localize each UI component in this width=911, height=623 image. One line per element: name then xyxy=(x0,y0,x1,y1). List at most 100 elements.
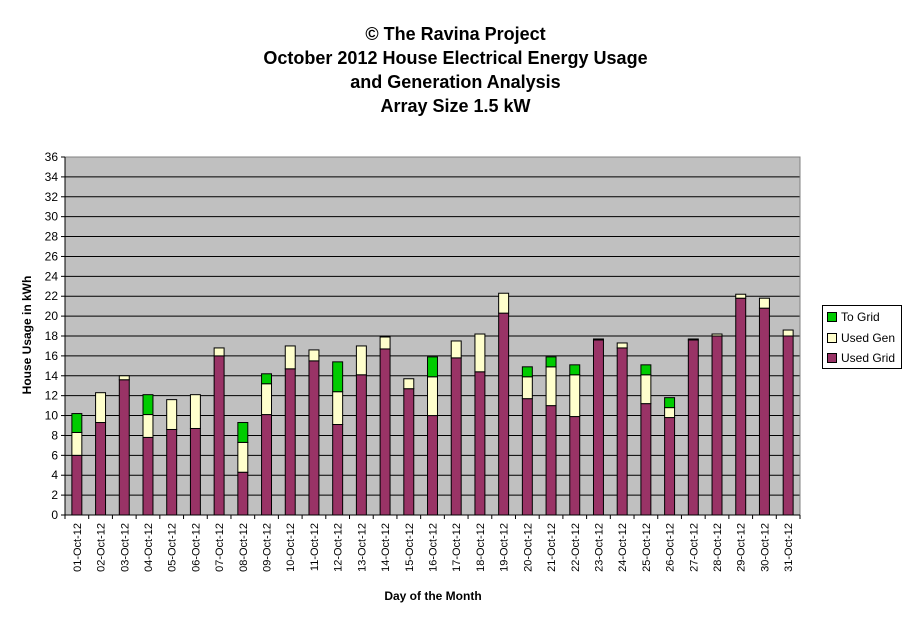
bar-used-grid xyxy=(213,355,225,516)
bar-used-gen xyxy=(640,374,652,405)
bar-used-grid xyxy=(521,398,533,516)
bar-used-grid xyxy=(687,339,699,516)
bar-used-grid xyxy=(403,388,415,516)
y-tick-label: 18 xyxy=(45,329,59,343)
x-tick-label: 14-Oct-12 xyxy=(380,523,392,572)
legend-swatch-used-gen xyxy=(827,333,837,343)
x-tick-label: 07-Oct-12 xyxy=(214,523,226,572)
bar-used-grid xyxy=(237,471,249,516)
bar-to-grid xyxy=(427,356,438,378)
bar-used-grid xyxy=(332,424,344,516)
bar-used-gen xyxy=(450,340,462,359)
x-tick-label: 17-Oct-12 xyxy=(451,523,463,572)
chart-legend: To Grid Used Gen Used Grid xyxy=(822,305,902,369)
x-tick-label: 09-Oct-12 xyxy=(262,523,274,572)
bar-used-gen xyxy=(118,375,130,381)
bar-used-grid xyxy=(166,428,178,516)
bar-used-gen xyxy=(261,383,273,416)
bar-to-grid xyxy=(71,413,83,433)
x-tick-label: 28-Oct-12 xyxy=(712,523,724,572)
y-tick-label: 28 xyxy=(45,230,59,244)
y-tick-label: 16 xyxy=(45,349,59,363)
bar-used-grid xyxy=(71,454,83,516)
bar-used-grid xyxy=(118,379,130,516)
bar-used-gen xyxy=(379,336,391,350)
x-tick-label: 31-Oct-12 xyxy=(783,523,795,572)
x-tick-label: 26-Oct-12 xyxy=(665,523,677,572)
bar-used-grid xyxy=(545,405,557,516)
legend-swatch-used-grid xyxy=(827,353,837,363)
x-tick-label: 15-Oct-12 xyxy=(404,523,416,572)
y-tick-label: 26 xyxy=(45,249,59,263)
bar-used-grid xyxy=(189,427,201,516)
x-tick-label: 06-Oct-12 xyxy=(190,523,202,572)
bar-used-gen xyxy=(71,431,83,456)
y-tick-label: 4 xyxy=(51,468,58,482)
bar-used-grid xyxy=(711,335,723,516)
bar-to-grid xyxy=(664,397,676,409)
bar-used-grid xyxy=(640,403,652,516)
bar-used-gen xyxy=(427,376,438,417)
x-tick-label: 24-Oct-12 xyxy=(617,523,629,572)
bar-used-grid xyxy=(284,368,296,516)
x-tick-label: 11-Oct-12 xyxy=(309,523,321,571)
x-tick-label: 13-Oct-12 xyxy=(356,523,368,572)
bar-used-grid xyxy=(355,374,367,516)
x-tick-label: 16-Oct-12 xyxy=(428,523,440,572)
bar-to-grid xyxy=(261,373,273,385)
bar-to-grid xyxy=(545,356,557,368)
bar-used-gen xyxy=(664,407,676,419)
bar-used-gen xyxy=(308,349,320,362)
bar-used-gen xyxy=(166,399,178,430)
y-axis-label: House Usage in kWh xyxy=(20,276,34,395)
bar-used-gen xyxy=(782,329,794,337)
y-tick-label: 24 xyxy=(45,269,59,283)
bar-used-gen xyxy=(142,414,154,438)
bar-used-grid xyxy=(474,371,486,516)
legend-label-used-gen: Used Gen xyxy=(841,331,896,345)
bar-to-grid xyxy=(521,366,533,378)
chart-title-line-3: and Generation Analysis xyxy=(350,72,561,92)
y-tick-label: 10 xyxy=(45,409,59,423)
bar-used-gen xyxy=(237,441,249,473)
y-tick-label: 12 xyxy=(45,389,59,403)
legend-swatch-to-grid xyxy=(827,312,837,322)
y-tick-label: 36 xyxy=(45,150,59,164)
bar-to-grid xyxy=(142,394,154,416)
bar-used-gen xyxy=(735,293,747,299)
y-tick-label: 2 xyxy=(51,488,58,502)
bar-used-grid xyxy=(261,414,273,516)
bar-used-gen xyxy=(213,347,225,357)
x-tick-label: 02-Oct-12 xyxy=(96,523,108,572)
bar-used-grid xyxy=(758,307,770,516)
bar-used-gen xyxy=(189,394,201,429)
bar-used-gen xyxy=(498,292,510,314)
bar-used-gen xyxy=(474,333,486,373)
bar-used-gen xyxy=(569,374,581,418)
bar-used-grid xyxy=(379,348,391,516)
x-tick-label: 23-Oct-12 xyxy=(593,523,605,572)
y-tick-label: 22 xyxy=(45,289,59,303)
bar-used-grid xyxy=(95,422,107,516)
legend-label-used-grid: Used Grid xyxy=(841,351,896,365)
bar-to-grid xyxy=(332,361,344,393)
bar-used-grid xyxy=(569,416,581,516)
x-tick-label: 29-Oct-12 xyxy=(736,523,748,572)
x-tick-label: 25-Oct-12 xyxy=(641,523,653,572)
x-tick-label: 05-Oct-12 xyxy=(167,523,179,572)
bar-to-grid xyxy=(569,364,581,376)
bar-used-grid xyxy=(142,436,154,516)
bar-used-gen xyxy=(355,345,367,376)
bar-used-gen xyxy=(616,342,628,349)
bar-used-gen xyxy=(521,376,533,400)
bar-used-gen xyxy=(545,366,557,407)
chart-title-line-4: Array Size 1.5 kW xyxy=(380,96,531,116)
bar-to-grid xyxy=(237,422,249,443)
x-axis-label: Day of the Month xyxy=(384,589,481,603)
x-tick-label: 01-Oct-12 xyxy=(72,523,84,572)
bar-used-grid xyxy=(308,360,320,516)
bar-used-gen xyxy=(687,338,699,341)
chart-title-line-2: October 2012 House Electrical Energy Usa… xyxy=(263,48,648,68)
y-tick-label: 14 xyxy=(45,369,59,383)
